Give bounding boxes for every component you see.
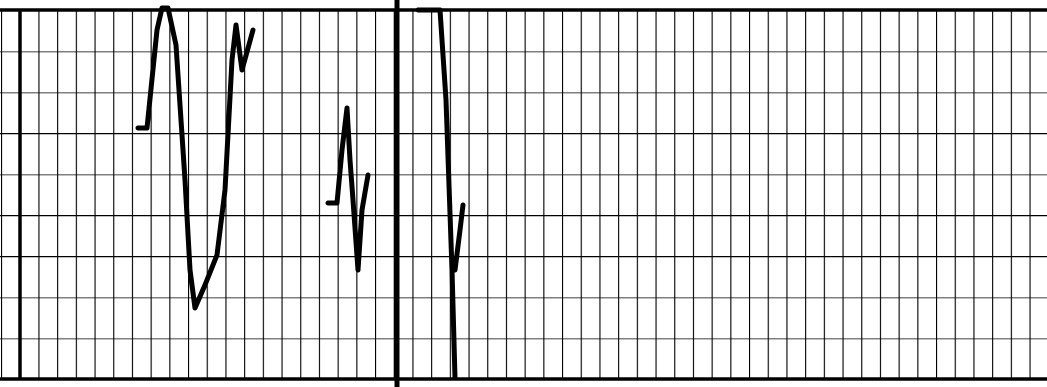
grid [0,10,1047,380]
trace [452,202,466,273]
trace [325,105,371,273]
trace [135,5,256,311]
trace [415,7,458,381]
traces [135,5,466,381]
